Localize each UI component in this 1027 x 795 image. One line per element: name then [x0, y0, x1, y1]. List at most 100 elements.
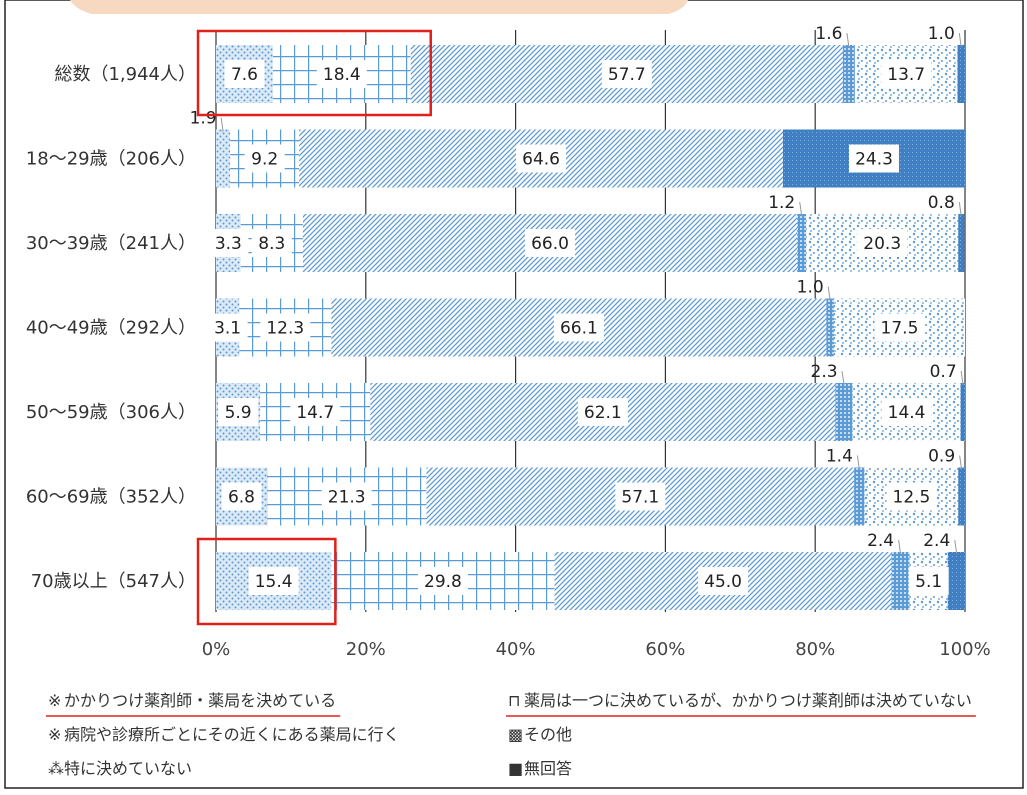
legend-label: 特に決めていない — [64, 759, 192, 778]
data-label: 6.8 — [228, 488, 255, 508]
bar-segment-series-6 — [958, 467, 965, 526]
data-label-background — [601, 60, 652, 88]
legend-label: 病院や診療所ごとにその近くにある薬局に行く — [64, 725, 400, 744]
legend-label: 無回答 — [524, 759, 572, 778]
data-label-background — [248, 567, 299, 595]
data-label-background — [577, 398, 628, 426]
outer-border — [4, 0, 1024, 789]
data-label: 8.3 — [258, 234, 285, 254]
data-label: 62.1 — [584, 403, 622, 423]
legend-symbol-icon: ⊓ — [508, 691, 520, 710]
legend-symbol-icon: ▩ — [508, 725, 523, 744]
data-label: 3.3 — [215, 234, 242, 254]
data-label-background — [881, 60, 932, 88]
bar-segment-series-6 — [958, 214, 965, 272]
leader-line — [898, 539, 902, 555]
data-label: 9.2 — [251, 150, 278, 170]
data-label-background — [886, 482, 937, 511]
legend-label: その他 — [524, 725, 572, 744]
data-label: 1.0 — [797, 278, 824, 298]
data-label: 1.4 — [826, 447, 853, 467]
bar-segment-series-1 — [216, 129, 231, 188]
data-label-background — [516, 144, 567, 173]
bar-segment-series-4 — [842, 45, 855, 103]
x-tick-label: 100% — [939, 639, 990, 660]
legend: ※ かかりつけ薬剤師・薬局を決めている ⊓ 薬局は一つに決めているが、かかりつけ薬剤師… — [46, 691, 976, 778]
category-labels: 総数（1,944人） 18～29歳（206人） 30～39歳（241人） 40～49歳… — [26, 64, 196, 592]
x-tick-label: 20% — [346, 639, 386, 660]
data-label: 5.1 — [915, 572, 942, 592]
highlight-boxes — [196, 29, 432, 626]
leader-line — [958, 201, 962, 217]
bar-segment-series-4 — [891, 552, 910, 610]
legend-symbol-icon: ■ — [508, 759, 523, 778]
data-label: 57.7 — [608, 65, 646, 85]
data-label-background — [207, 313, 248, 342]
data-label: 18.4 — [323, 65, 361, 85]
data-label-background — [848, 144, 899, 173]
data-label-background — [321, 482, 372, 511]
highlight-box-70plus — [196, 537, 337, 626]
data-label-background — [290, 398, 341, 426]
data-label: 3.1 — [214, 319, 241, 339]
highlight-box-total — [196, 29, 432, 117]
data-label: 14.7 — [296, 403, 334, 423]
data-label-background — [908, 567, 949, 595]
leader-line — [841, 370, 845, 386]
category-label: 60～69歳（352人） — [26, 487, 196, 508]
bar-segment-series-4 — [797, 214, 807, 272]
data-label: 0.8 — [928, 193, 955, 213]
legend-symbol-icon: ※ — [48, 691, 61, 710]
bar-segment-series-6 — [960, 383, 966, 441]
data-label-background — [218, 398, 259, 426]
leader-line — [856, 455, 860, 470]
data-label-background — [857, 229, 908, 257]
data-label-background — [698, 567, 749, 595]
data-label: 20.3 — [863, 234, 901, 254]
bar-segment-series-6 — [957, 45, 965, 103]
data-label: 13.7 — [887, 65, 925, 85]
category-label: 70歳以上（547人） — [31, 571, 196, 592]
data-label: 5.9 — [225, 403, 252, 423]
data-label-background — [208, 229, 249, 257]
data-label: 64.6 — [522, 150, 560, 170]
category-label: 18～29歳（206人） — [26, 149, 196, 170]
data-label-background — [874, 313, 925, 342]
data-label: 1.2 — [768, 193, 795, 213]
leader-line — [959, 455, 963, 470]
value-labels: 7.6 18.4 57.7 1.6 13.7 1.0 1.9 9.2 64.6 24.3 3.3 8.… — [190, 24, 957, 595]
category-label: 40～49歳（292人） — [26, 318, 196, 339]
data-label-background — [525, 229, 576, 257]
data-label: 17.5 — [881, 319, 919, 339]
data-label: 21.3 — [328, 488, 366, 508]
data-label: 12.5 — [893, 488, 931, 508]
data-label-background — [553, 313, 604, 342]
leader-line — [954, 539, 958, 555]
data-label: 1.0 — [928, 24, 955, 44]
top-band — [70, 0, 688, 14]
data-label: 66.0 — [531, 234, 569, 254]
bar-segment-series-6 — [947, 552, 966, 610]
data-label: 12.3 — [266, 319, 304, 339]
bar-segment-series-4 — [854, 467, 865, 526]
legend-symbol-icon: ⁂ — [48, 759, 64, 778]
x-tick-label: 80% — [795, 639, 835, 660]
legend-label: 薬局は一つに決めているが、かかりつけ薬剤師は決めていない — [524, 691, 972, 710]
data-label: 29.8 — [424, 572, 462, 592]
data-label: 2.3 — [811, 362, 838, 382]
data-label-background — [260, 313, 311, 342]
leader-line — [827, 286, 831, 301]
category-label: 30～39歳（241人） — [26, 233, 196, 254]
data-label: 1.6 — [815, 24, 842, 44]
data-label: 2.4 — [867, 531, 894, 551]
data-label-background — [615, 482, 666, 511]
data-label-background — [251, 229, 292, 257]
x-tick-label: 0% — [202, 639, 231, 660]
data-label: 45.0 — [704, 572, 742, 592]
data-label-background — [221, 482, 262, 511]
legend-label: かかりつけ薬剤師・薬局を決めている — [64, 691, 336, 710]
data-label: 0.9 — [928, 447, 955, 467]
leader-line — [220, 117, 224, 132]
data-label: 57.1 — [621, 488, 659, 508]
